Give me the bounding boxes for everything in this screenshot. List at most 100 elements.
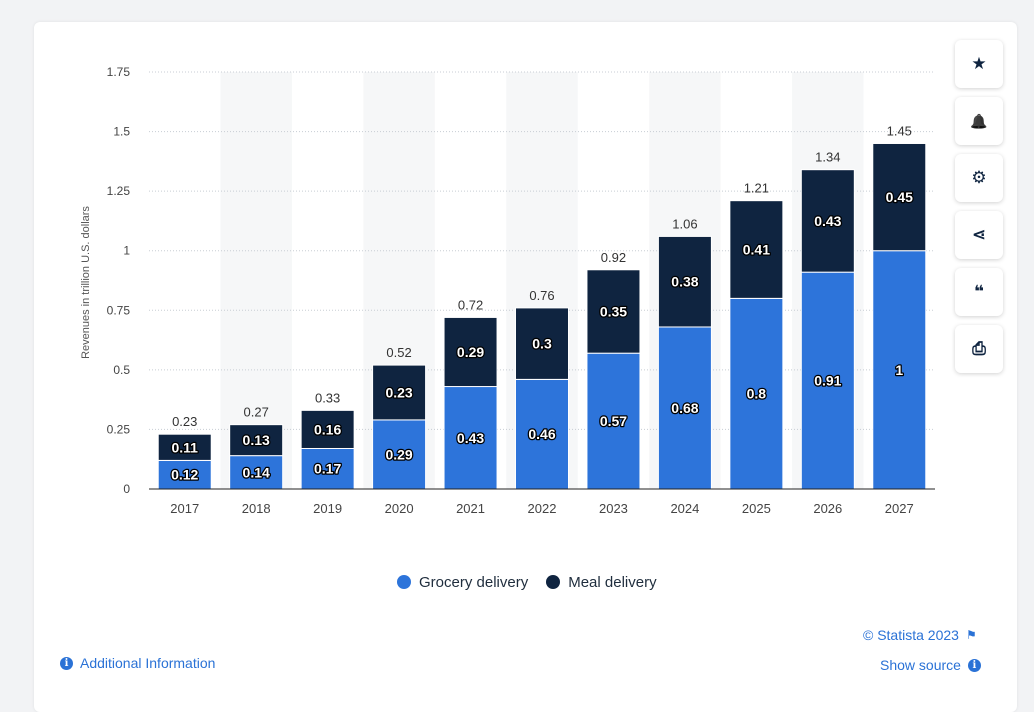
chart-card: 0 0.25 0.5 0.75 1 1.25 1.5 1.75 Revenues in tril… <box>34 22 1017 712</box>
x-tick-label: 2025 <box>742 501 771 516</box>
y-tick-label: 1 <box>123 244 130 258</box>
additional-info-text: Additional Information <box>80 655 216 671</box>
bar-meal <box>515 307 569 380</box>
show-source-link[interactable]: Show source i <box>880 657 981 673</box>
bar-grocery <box>372 419 427 490</box>
data-label: 0.46 <box>528 426 555 442</box>
x-tick-label: 2024 <box>670 501 699 516</box>
show-source-text: Show source <box>880 657 961 673</box>
settings-button[interactable]: ⚙ <box>955 154 1003 202</box>
copyright-link[interactable]: © Statista 2023 ⚑ <box>863 627 977 643</box>
total-label: 0.92 <box>601 250 626 265</box>
total-label: 0.52 <box>386 345 411 360</box>
legend-item-meal[interactable]: Meal delivery <box>546 573 657 591</box>
column-band <box>220 72 292 489</box>
data-label: 0.29 <box>385 446 412 462</box>
flag-icon: ⚑ <box>965 628 977 642</box>
data-label: 0.43 <box>457 430 484 446</box>
total-label: 0.33 <box>315 390 340 405</box>
bar-meal <box>657 235 712 328</box>
data-label: 0.43 <box>814 213 841 229</box>
data-label: 0.45 <box>886 189 913 205</box>
y-axis-label: Revenues in trillion U.S. dollars <box>80 206 92 359</box>
info-icon: i <box>60 656 73 670</box>
y-tick-label: 0.75 <box>107 303 131 317</box>
x-tick-label: 2026 <box>813 501 842 516</box>
bar-grocery <box>515 378 569 490</box>
data-label: 1 <box>895 362 903 378</box>
bar-meal <box>586 269 641 354</box>
x-tick-label: 2022 <box>528 501 557 516</box>
bar-chart: 0 0.25 0.5 0.75 1 1.25 1.5 1.75 Revenues in tril… <box>80 65 935 516</box>
bar-grocery <box>443 386 498 490</box>
data-label: 0.57 <box>600 413 627 429</box>
legend-label-meal: Meal delivery <box>568 573 657 591</box>
data-label: 0.8 <box>747 386 767 402</box>
bar-meal <box>372 364 427 421</box>
data-label: 0.16 <box>314 421 341 437</box>
print-button[interactable]: ⎙ <box>955 325 1003 373</box>
star-icon: ★ <box>971 54 987 73</box>
bar-meal <box>229 424 284 457</box>
data-label: 0.3 <box>532 336 552 352</box>
y-tick-label: 1.25 <box>107 184 131 198</box>
x-tick-label: 2023 <box>599 501 628 516</box>
copyright-text: © Statista 2023 <box>863 627 959 643</box>
gear-icon: ⚙ <box>971 168 987 187</box>
info-icon: i <box>967 658 981 672</box>
total-label: 1.45 <box>887 123 912 138</box>
legend-swatch-meal <box>546 575 561 589</box>
share-icon: ⋖ <box>971 225 987 244</box>
data-label: 0.41 <box>743 242 770 258</box>
x-tick-label: 2018 <box>242 501 271 516</box>
bar-grocery <box>872 250 927 490</box>
bar-grocery <box>800 271 855 490</box>
total-label: 0.72 <box>458 297 483 312</box>
y-tick-label: 0.25 <box>107 422 131 436</box>
bar-meal <box>157 433 212 461</box>
x-tick-label: 2017 <box>170 501 199 516</box>
share-button[interactable]: ⋖ <box>955 211 1003 259</box>
bar-meal <box>443 316 498 388</box>
bar-meal <box>729 200 784 299</box>
data-label: 0.12 <box>171 467 198 483</box>
data-label: 0.17 <box>314 461 341 477</box>
favorite-button[interactable]: ★ <box>955 40 1003 88</box>
y-tick-label: 1.75 <box>107 65 131 79</box>
cite-button[interactable]: ❝ <box>955 268 1003 316</box>
data-label: 0.13 <box>243 432 270 448</box>
total-label: 0.23 <box>172 414 197 429</box>
bar-meal <box>300 409 355 449</box>
legend-label-grocery: Grocery delivery <box>419 573 529 591</box>
print-icon: ⎙ <box>972 339 986 358</box>
data-label: 0.91 <box>814 373 841 389</box>
x-tick-label: 2019 <box>313 501 342 516</box>
bar-grocery <box>157 459 212 490</box>
data-label: 0.29 <box>457 344 484 360</box>
data-label: 0.23 <box>385 384 412 400</box>
x-tick-label: 2020 <box>385 501 414 516</box>
bar-grocery <box>229 455 284 490</box>
y-tick-label: 0 <box>123 482 130 496</box>
additional-info-link[interactable]: i Additional Information <box>60 655 215 671</box>
bar-meal <box>800 169 855 273</box>
bar-grocery <box>586 352 641 490</box>
bell-icon: 🔔 <box>970 112 988 129</box>
total-label: 0.27 <box>244 405 269 420</box>
data-label: 0.38 <box>671 274 698 290</box>
x-tick-label: 2027 <box>885 501 914 516</box>
legend-item-grocery[interactable]: Grocery delivery <box>397 574 528 591</box>
total-label: 0.76 <box>529 288 554 303</box>
legend-swatch-grocery <box>397 575 411 589</box>
data-label: 0.68 <box>671 400 698 416</box>
bar-grocery <box>729 297 784 490</box>
data-label: 0.14 <box>243 464 270 480</box>
data-label: 0.35 <box>600 303 627 319</box>
notification-button[interactable]: 🔔 <box>955 97 1003 145</box>
quote-icon: ❝ <box>974 282 984 301</box>
data-label: 0.11 <box>171 439 198 455</box>
chart-legend: Grocery delivery Meal delivery <box>397 571 657 593</box>
total-label: 1.21 <box>744 181 769 196</box>
total-label: 1.34 <box>815 150 840 165</box>
total-label: 1.06 <box>672 216 697 231</box>
